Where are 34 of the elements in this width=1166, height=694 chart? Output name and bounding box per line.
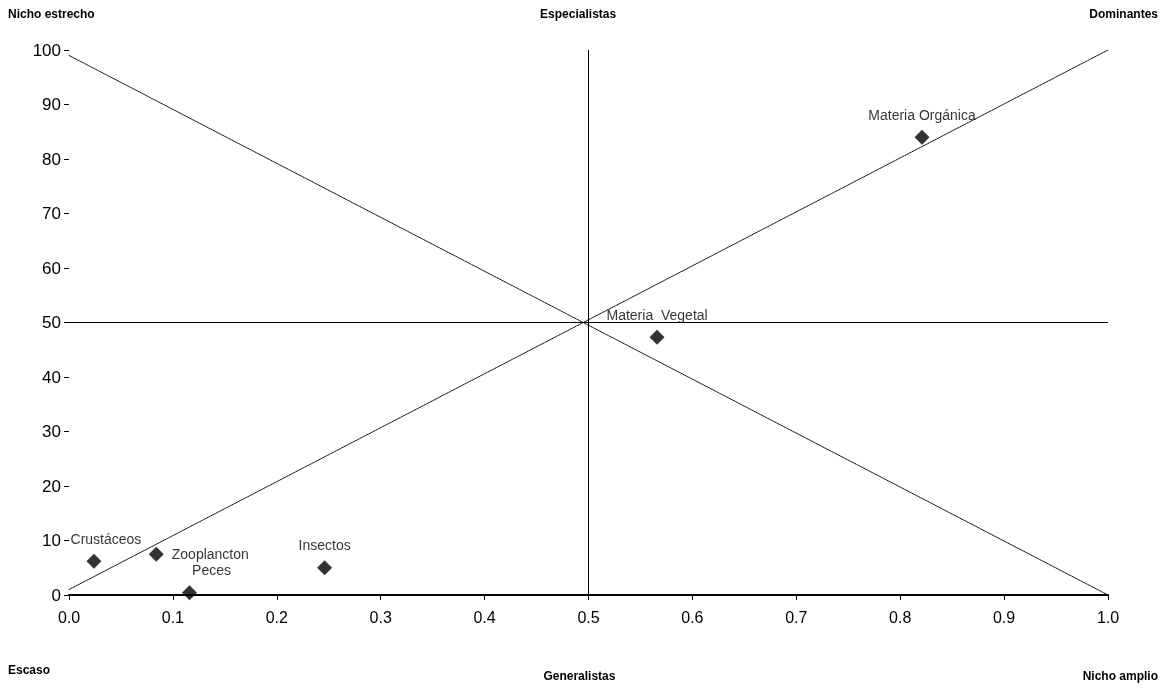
- y-tick-label: 10: [42, 531, 61, 550]
- y-tick-label: 100: [32, 40, 61, 60]
- text: Generalistas: [543, 669, 616, 683]
- x-tick-label: 0.9: [992, 608, 1016, 626]
- x-tick-label: 0.4: [473, 608, 496, 626]
- y-tick-label: 0: [51, 585, 61, 605]
- y-tick-label: 60: [42, 258, 61, 278]
- x-tick-label: 0.3: [369, 608, 392, 626]
- text: Especialistas: [540, 7, 617, 21]
- x-tick-label: 0.6: [681, 608, 704, 626]
- text: Nicho amplio: [1082, 669, 1158, 683]
- series-label: Zooplancton: [171, 546, 249, 563]
- legend-label: Crustáceos: [70, 530, 142, 547]
- series-label: Materia Orgánica: [868, 106, 976, 123]
- x-tick-label: 0.2: [265, 608, 289, 626]
- y-tick-label: 50: [42, 313, 61, 332]
- series-label: Peces: [192, 562, 231, 579]
- series-label: Materia Vegetal: [606, 306, 708, 323]
- x-tick-label: 0.0: [57, 608, 81, 626]
- text: Dominantes: [1089, 7, 1159, 21]
- series-label: Insectos: [298, 537, 351, 554]
- x-tick-label: 0.5: [577, 608, 600, 626]
- x-tick-label: 1.0: [1096, 608, 1120, 626]
- y-tick-label: 20: [42, 476, 61, 496]
- x-tick-label: 0.7: [785, 608, 808, 626]
- y-tick-label: 70: [42, 204, 61, 223]
- y-tick-label: 30: [42, 422, 61, 441]
- y-tick-label: 40: [42, 367, 61, 387]
- x-tick-label: 0.8: [889, 608, 912, 626]
- y-tick-label: 90: [42, 95, 61, 114]
- text: Nicho estrecho: [8, 7, 95, 21]
- text: Escaso: [8, 663, 51, 677]
- x-tick-label: 0.1: [161, 608, 185, 626]
- y-tick-label: 80: [42, 149, 61, 169]
